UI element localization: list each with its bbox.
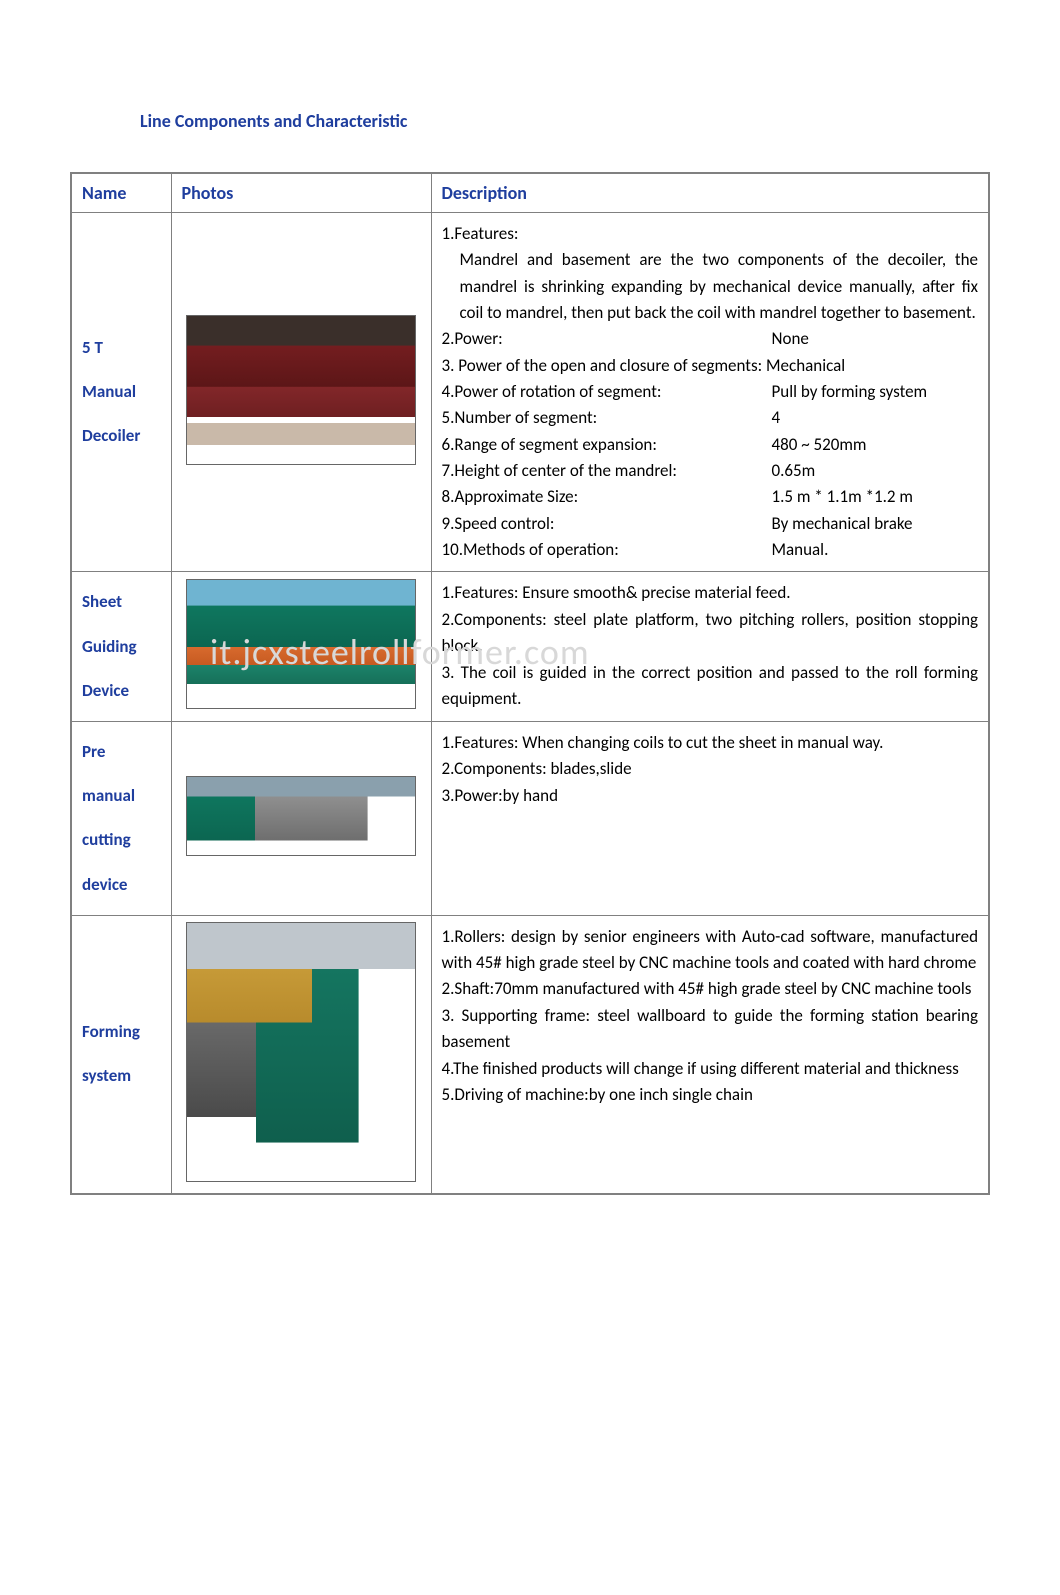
desc-key: 2.Power:	[442, 326, 742, 352]
table-header-row: Name Photos Description	[71, 173, 989, 213]
header-name: Name	[71, 173, 171, 213]
cutting-photo	[186, 776, 416, 856]
name-line: Sheet	[82, 591, 122, 612]
desc-line: Mandrel and basement are the two compone…	[442, 247, 979, 326]
desc-val: By mechanical brake	[742, 511, 979, 537]
desc-kv: 9.Speed control:By mechanical brake	[442, 511, 979, 537]
desc-val: Pull by forming system	[742, 379, 979, 405]
name-line: Forming	[82, 1021, 140, 1042]
name-line: 5 T	[82, 337, 103, 358]
component-name: Forming system	[71, 915, 171, 1194]
desc-kv: 2.Power:None	[442, 326, 979, 352]
desc-val: Manual.	[742, 537, 979, 563]
desc-val: None	[742, 326, 979, 352]
name-line: Manual	[82, 381, 136, 402]
component-description: 1.Features: Mandrel and basement are the…	[431, 213, 989, 572]
components-table: Name Photos Description 5 T Manual Decoi…	[70, 172, 990, 1195]
component-description: 1.Features: When changing coils to cut t…	[431, 722, 989, 916]
desc-val: 0.65m	[742, 458, 979, 484]
desc-key: 4.Power of rotation of segment:	[442, 379, 742, 405]
desc-line: 3. The coil is guided in the correct pos…	[442, 660, 979, 713]
desc-key: 7.Height of center of the mandrel:	[442, 458, 742, 484]
component-photo-cell	[171, 722, 431, 916]
desc-key: 5.Number of segment:	[442, 405, 742, 431]
desc-kv: 6.Range of segment expansion:480 ~ 520mm	[442, 432, 979, 458]
name-line: Pre	[82, 741, 105, 762]
decoiler-photo	[186, 315, 416, 465]
component-description: 1.Features: Ensure smooth& precise mater…	[431, 572, 989, 722]
desc-line: 5.Driving of machine:by one inch single …	[442, 1082, 979, 1108]
desc-key: 9.Speed control:	[442, 511, 742, 537]
header-description: Description	[431, 173, 989, 213]
name-line: cutting	[82, 829, 131, 850]
desc-kv: 5.Number of segment:4	[442, 405, 979, 431]
table-row: Sheet Guiding Device 1.Features: Ensure …	[71, 572, 989, 722]
desc-line: 3. Power of the open and closure of segm…	[442, 353, 979, 379]
desc-line: 1.Features:	[442, 221, 979, 247]
forming-photo	[186, 922, 416, 1182]
name-line: manual	[82, 785, 135, 806]
component-name: Pre manual cutting device	[71, 722, 171, 916]
name-line: system	[82, 1065, 131, 1086]
desc-line: 3.Power:by hand	[442, 783, 979, 809]
desc-val: 4	[742, 405, 979, 431]
component-name: 5 T Manual Decoiler	[71, 213, 171, 572]
desc-line: 4.The finished products will change if u…	[442, 1056, 979, 1082]
desc-line: 1.Features: Ensure smooth& precise mater…	[442, 580, 979, 606]
component-photo-cell	[171, 572, 431, 722]
desc-line: 2.Components: blades,slide	[442, 756, 979, 782]
desc-kv: 10.Methods of operation:Manual.	[442, 537, 979, 563]
header-photos: Photos	[171, 173, 431, 213]
table-row: Pre manual cutting device 1.Features: Wh…	[71, 722, 989, 916]
name-line: Device	[82, 680, 129, 701]
component-photo-cell	[171, 915, 431, 1194]
desc-kv: 4.Power of rotation of segment:Pull by f…	[442, 379, 979, 405]
name-line: Decoiler	[82, 425, 140, 446]
desc-line: 1.Rollers: design by senior engineers wi…	[442, 924, 979, 977]
desc-line: 2.Shaft:70mm manufactured with 45# high …	[442, 976, 979, 1002]
name-line: Guiding	[82, 636, 137, 657]
name-line: device	[82, 874, 128, 895]
desc-key: 10.Methods of operation:	[442, 537, 742, 563]
component-photo-cell	[171, 213, 431, 572]
desc-key: 8.Approximate Size:	[442, 484, 742, 510]
desc-kv: 8.Approximate Size:1.5 m * 1.1m *1.2 m	[442, 484, 979, 510]
desc-line: 3. Supporting frame: steel wallboard to …	[442, 1003, 979, 1056]
page-title: Line Components and Characteristic	[140, 110, 990, 132]
guiding-photo	[186, 579, 416, 709]
desc-line: 2.Components: steel plate platform, two …	[442, 607, 979, 660]
table-row: Forming system 1.Rollers: design by seni…	[71, 915, 989, 1194]
desc-val: 1.5 m * 1.1m *1.2 m	[742, 484, 979, 510]
component-description: 1.Rollers: design by senior engineers wi…	[431, 915, 989, 1194]
desc-val: 480 ~ 520mm	[742, 432, 979, 458]
desc-line: 1.Features: When changing coils to cut t…	[442, 730, 979, 756]
table-row: 5 T Manual Decoiler 1.Features: Mandrel …	[71, 213, 989, 572]
desc-key: 6.Range of segment expansion:	[442, 432, 742, 458]
component-name: Sheet Guiding Device	[71, 572, 171, 722]
desc-kv: 7.Height of center of the mandrel:0.65m	[442, 458, 979, 484]
